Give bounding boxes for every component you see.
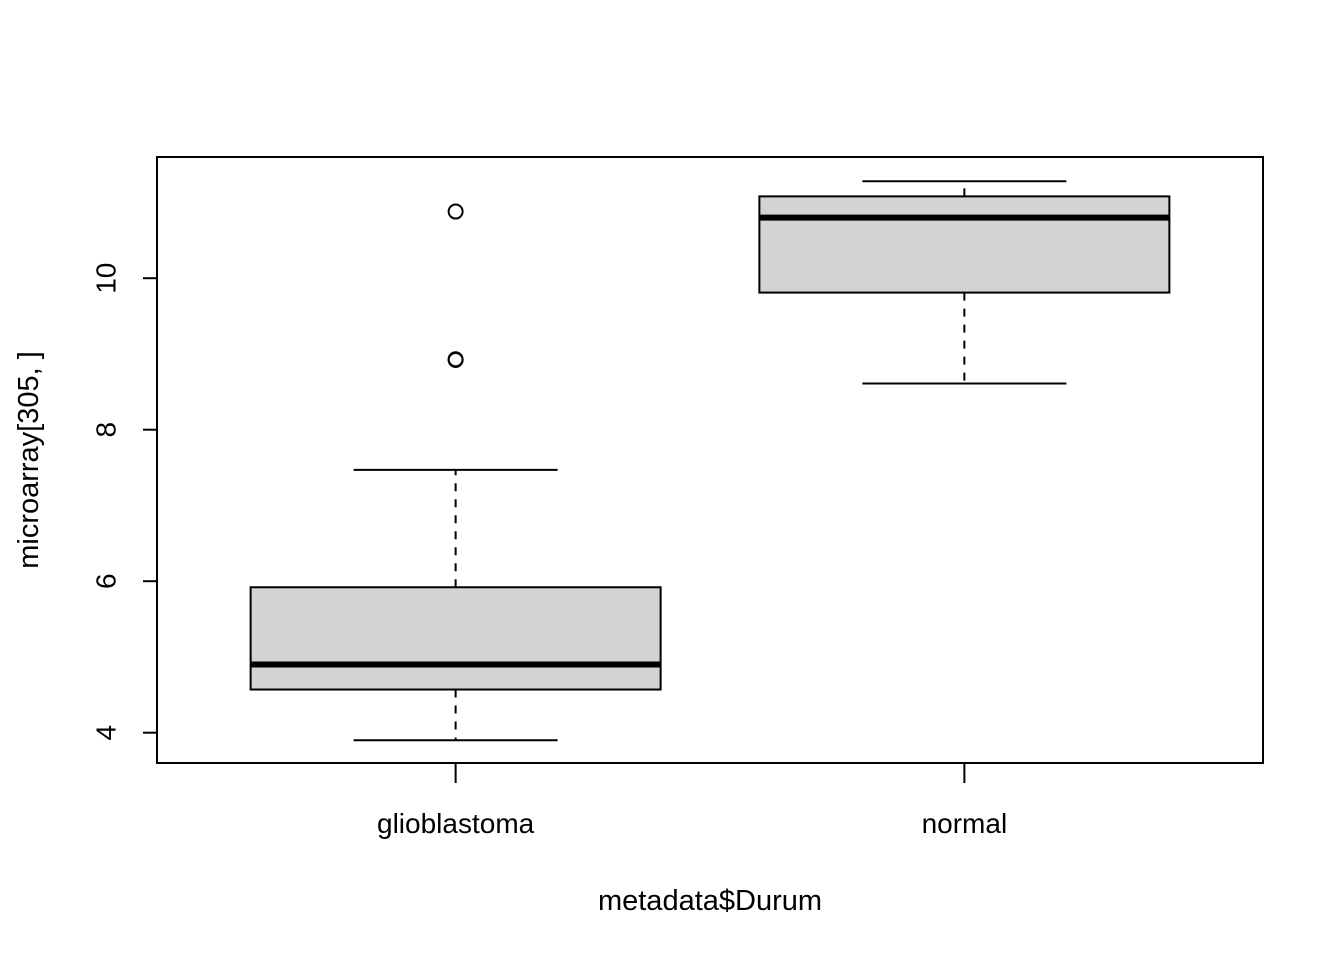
- outlier-point: [447, 351, 464, 368]
- plot-frame: [156, 156, 1264, 764]
- boxes: [249, 180, 1171, 742]
- x-axis: glioblastoma normal: [377, 763, 1007, 839]
- x-axis-title: metadata$Durum: [598, 885, 822, 917]
- x-category-label: normal: [922, 808, 1008, 839]
- iqr-box: [249, 586, 662, 691]
- y-tick-label: 4: [90, 725, 121, 741]
- y-tick-label: 8: [90, 422, 121, 438]
- box-glioblastoma: [249, 203, 662, 742]
- y-tick-label: 10: [90, 263, 121, 294]
- outlier-point: [447, 203, 464, 220]
- y-tick-label: 6: [90, 573, 121, 589]
- box-normal: [758, 180, 1171, 385]
- y-axis: 4 6 8 10: [90, 263, 157, 741]
- iqr-box: [758, 195, 1171, 294]
- x-category-label: glioblastoma: [377, 808, 535, 839]
- y-axis-title: microarray[305, ]: [13, 351, 45, 569]
